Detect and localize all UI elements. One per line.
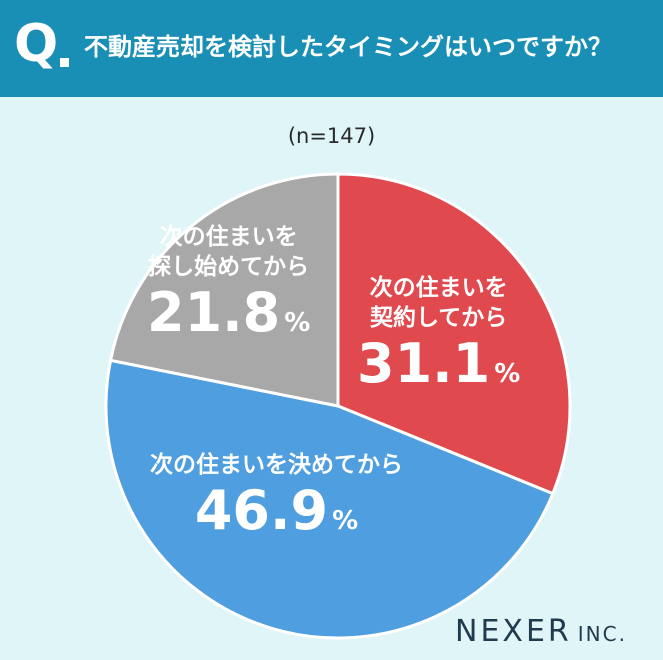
gray-slice-name-1: 次の住まいを — [159, 224, 298, 250]
red-slice-name-2: 契約してから — [369, 305, 508, 331]
gray-slice-percent: % — [284, 308, 311, 338]
header-banner: Q 不動産売却を検討したタイミングはいつですか？ — [0, 0, 663, 97]
sample-size: (n=147) — [287, 124, 376, 148]
pie-slice-red — [336, 172, 572, 496]
label-red-slice: 次の住まいを 契約してから 31.1% — [357, 273, 520, 395]
red-slice-percent: % — [494, 359, 521, 389]
blue-slice-value: 46.9 — [194, 479, 329, 542]
gray-slice-value: 21.8 — [147, 281, 281, 344]
gray-slice-name-2: 探し始めてから — [148, 254, 310, 280]
logo-name: NEXER — [455, 614, 572, 649]
red-slice-name-1: 次の住まいを — [369, 275, 508, 301]
pie-slice-blue — [104, 358, 555, 640]
red-slice-value: 31.1 — [357, 332, 491, 395]
label-gray-slice: 次の住まいを 探し始めてから 21.8% — [147, 222, 310, 344]
pie-slice-gray — [109, 172, 340, 408]
nexer-logo: NEXER INC. — [455, 614, 627, 649]
blue-slice-name: 次の住まいを決めてから — [150, 452, 403, 478]
label-blue-slice: 次の住まいを決めてから 46.9% — [150, 450, 403, 542]
q-letter: Q — [14, 14, 59, 74]
blue-slice-percent: % — [332, 506, 359, 536]
logo-suffix: INC. — [577, 622, 627, 646]
question-text: 不動産売却を検討したタイミングはいつですか？ — [84, 33, 612, 61]
q-dot-icon — [60, 58, 69, 67]
